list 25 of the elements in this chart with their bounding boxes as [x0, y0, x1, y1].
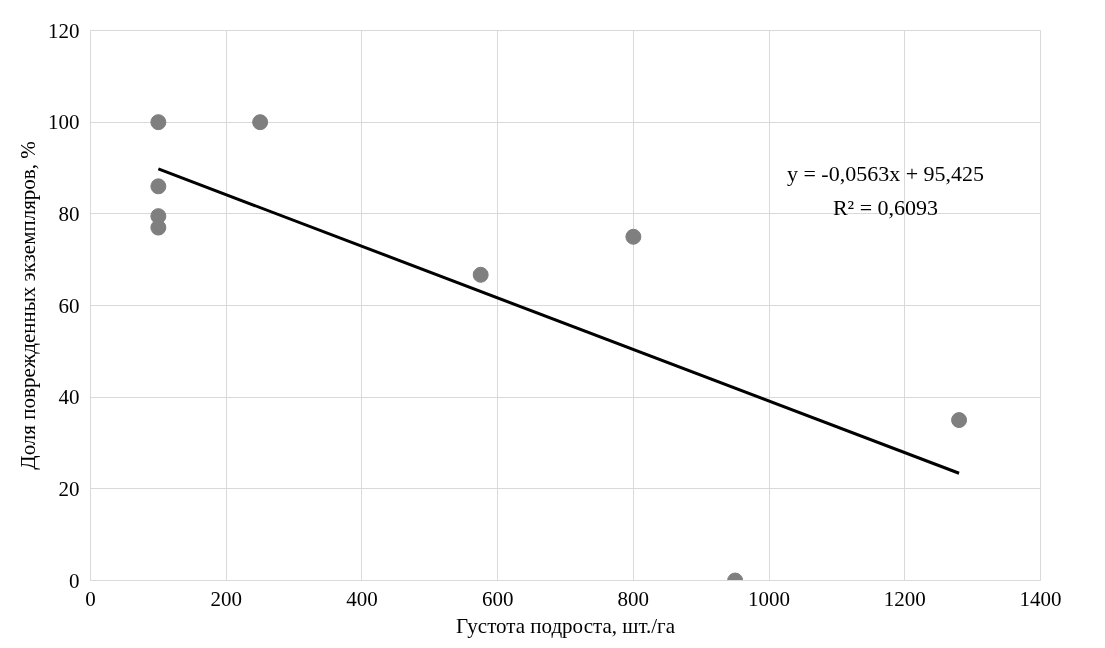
x-tick-label: 400	[346, 586, 378, 611]
y-tick-label: 80	[58, 201, 80, 226]
y-tick-label: 20	[58, 476, 80, 501]
y-axis-title: Доля поврежденных экземпляров, %	[16, 141, 40, 470]
y-tick-label: 120	[48, 18, 80, 43]
point	[150, 178, 167, 195]
y-tick-label: 60	[58, 293, 80, 318]
x-tick-label: 0	[85, 586, 96, 611]
annotation: y = -0,0563x + 95,425	[786, 160, 985, 186]
x-tick-label: 1200	[883, 586, 926, 611]
point	[625, 228, 642, 245]
x-tick-label: 200	[210, 586, 242, 611]
y-tick-label: 40	[58, 385, 80, 410]
x-tick-label: 1400	[1019, 586, 1062, 611]
x-axis-title: Густота подроста, шт./га	[456, 613, 676, 638]
point	[951, 412, 968, 429]
point	[150, 114, 167, 131]
annotation: R² = 0,6093	[832, 194, 939, 220]
x-tick-label: 800	[617, 586, 650, 611]
x-tick-label: 1000	[748, 586, 791, 611]
y-tick-label: 0	[69, 568, 80, 593]
y-tick-label: 100	[48, 110, 80, 135]
point	[252, 114, 269, 131]
x-tick-label: 600	[481, 586, 514, 611]
point	[472, 266, 489, 283]
